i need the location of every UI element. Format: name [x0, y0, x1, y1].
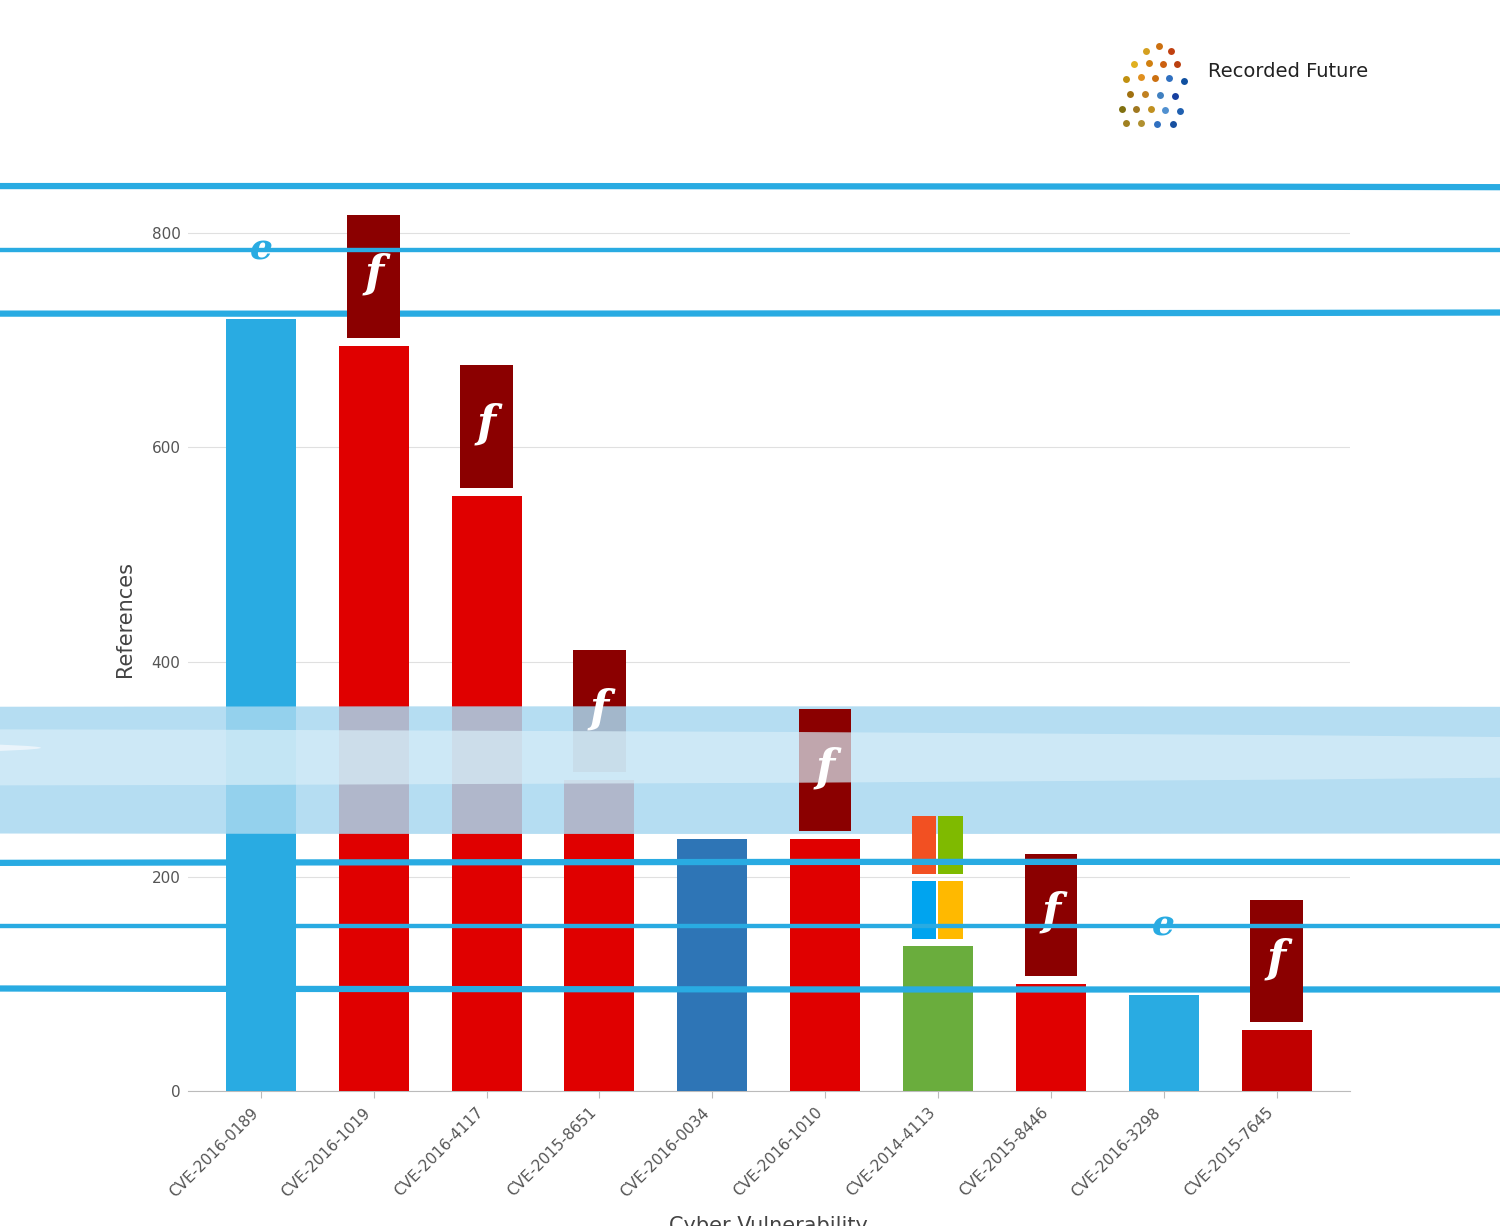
Text: f: f — [590, 688, 609, 731]
Bar — [1016, 983, 1086, 1091]
Bar — [938, 881, 963, 939]
X-axis label: Cyber Vulnerability: Cyber Vulnerability — [669, 1216, 868, 1226]
Text: f: f — [364, 253, 384, 295]
Text: e: e — [249, 233, 273, 267]
Y-axis label: References: References — [116, 562, 135, 677]
Bar — [678, 839, 747, 1091]
Bar — [912, 817, 936, 874]
Text: f: f — [1041, 891, 1060, 934]
Bar — [348, 216, 400, 338]
Bar — [912, 881, 936, 939]
Bar — [1130, 994, 1198, 1091]
Text: f: f — [477, 403, 496, 446]
Bar — [573, 650, 626, 772]
Text: e: e — [1152, 908, 1176, 943]
Bar — [339, 346, 408, 1091]
Circle shape — [0, 736, 40, 760]
Bar — [790, 839, 859, 1091]
Bar — [938, 817, 963, 874]
Bar — [564, 780, 634, 1091]
Circle shape — [0, 728, 1500, 786]
Bar — [452, 495, 522, 1091]
Bar — [226, 319, 296, 1091]
Bar — [460, 365, 513, 488]
Bar — [1251, 900, 1304, 1022]
Bar — [800, 709, 852, 831]
Circle shape — [0, 706, 1500, 834]
Bar — [1242, 1030, 1311, 1091]
Bar — [903, 946, 974, 1091]
Bar — [1024, 853, 1077, 976]
Text: f: f — [1268, 937, 1286, 980]
Text: Recorded Future: Recorded Future — [1208, 61, 1368, 81]
Text: References vs. Cyber Vulnerability: References vs. Cyber Vulnerability — [386, 59, 874, 83]
Text: f: f — [816, 747, 834, 790]
